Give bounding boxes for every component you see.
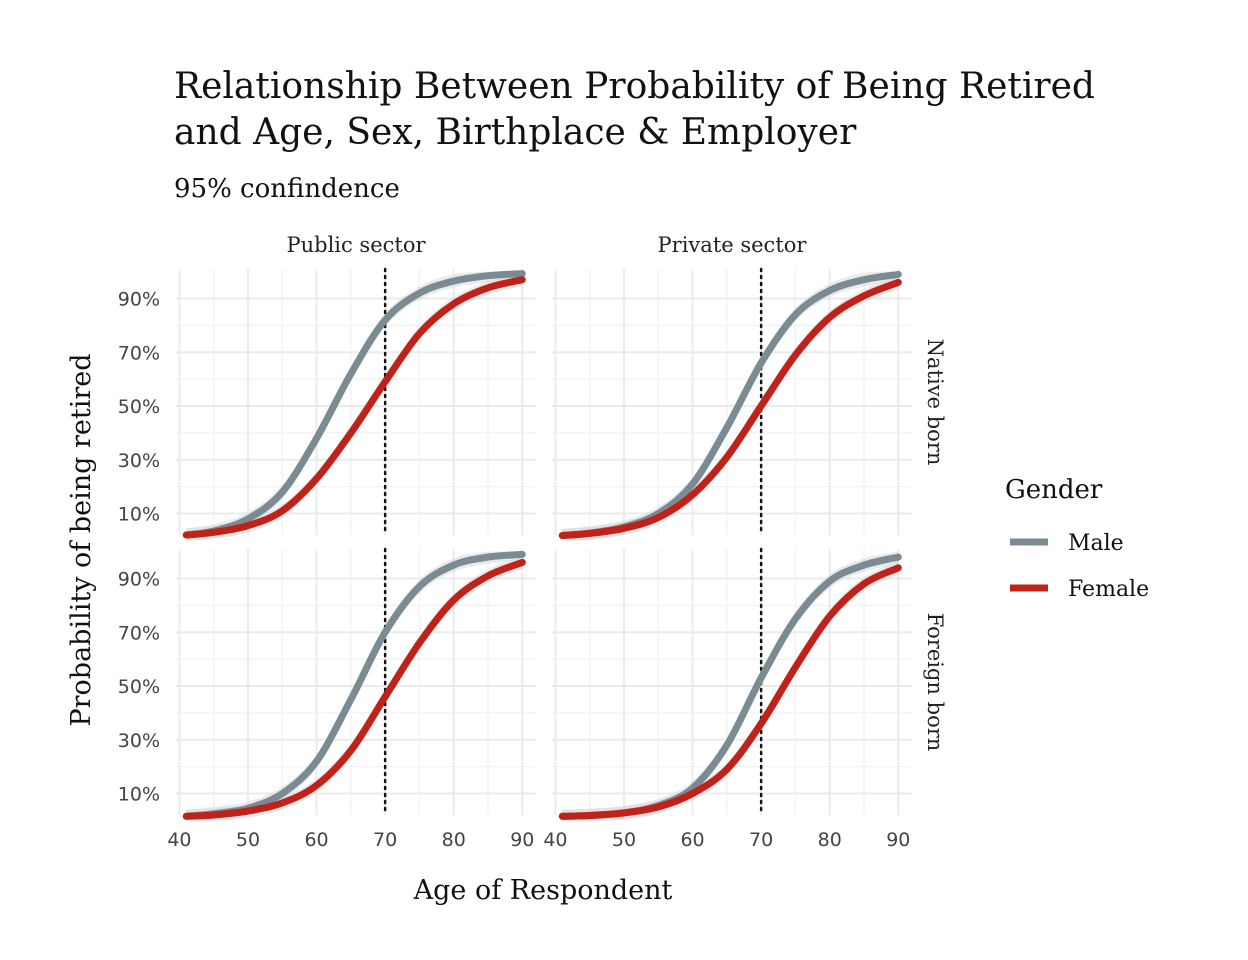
y-tick-label: 30%: [118, 450, 160, 472]
confidence-band-female: [562, 275, 899, 541]
x-axis-title: Age of Respondent: [413, 875, 673, 906]
y-tick-label: 50%: [118, 396, 160, 418]
chart-subtitle: 95% confindence: [174, 174, 400, 204]
x-tick-label: 50: [612, 829, 636, 851]
x-tick-label: 60: [304, 829, 328, 851]
legend: Gender Male Female: [1005, 475, 1149, 602]
series-line-female: [558, 564, 902, 820]
facet-panels: Public sector 10% 30% 50% 70% 90% Private sect…: [118, 233, 947, 851]
y-axis-title: Probability of being retired: [66, 353, 97, 726]
x-tick-label: 70: [749, 829, 773, 851]
x-tick-label: 50: [236, 829, 260, 851]
legend-label-female: Female: [1068, 577, 1149, 602]
series-line-female: [182, 276, 526, 539]
series-line-female: [182, 558, 526, 820]
y-tick-label: 10%: [118, 784, 160, 806]
x-tick-label: 40: [543, 829, 567, 851]
x-tick-label: 40: [167, 829, 191, 851]
x-tick-label: 60: [680, 829, 704, 851]
y-tick-label: 30%: [118, 730, 160, 752]
series-line-male: [182, 270, 526, 539]
panel-public-sector-native-born: Public sector 10% 30% 50% 70% 90%: [118, 233, 536, 541]
row-strip-label: Foreign born: [923, 613, 947, 752]
x-tick-label: 90: [510, 829, 534, 851]
chart-title-line-1: Relationship Between Probability of Bein…: [174, 66, 1095, 107]
column-strip-label: Private sector: [658, 233, 808, 257]
legend-title: Gender: [1005, 475, 1103, 505]
y-tick-label: 70%: [118, 622, 160, 644]
y-tick-label: 90%: [118, 569, 160, 591]
column-strip-label: Public sector: [286, 233, 426, 257]
series-line-female: [558, 278, 902, 539]
x-tick-label: 80: [818, 829, 842, 851]
y-tick-label: 50%: [118, 676, 160, 698]
x-tick-label: 70: [373, 829, 397, 851]
panel-private-sector-foreign-born: Foreign born 40 50 60 70 80 90: [543, 547, 947, 851]
panel-private-sector-native-born: Private sector Native born: [552, 233, 947, 541]
x-tick-label: 90: [886, 829, 910, 851]
panel-public-sector-foreign-born: 10% 30% 50% 70% 90% 40 50 60 70 80 90: [118, 547, 536, 851]
legend-label-male: Male: [1068, 531, 1124, 556]
x-tick-label: 80: [442, 829, 466, 851]
y-tick-label: 10%: [118, 504, 160, 526]
row-strip-label: Native born: [923, 339, 947, 466]
chart-title-line-2: and Age, Sex, Birthplace & Employer: [174, 112, 857, 153]
y-tick-label: 70%: [118, 342, 160, 364]
y-tick-label: 90%: [118, 289, 160, 311]
